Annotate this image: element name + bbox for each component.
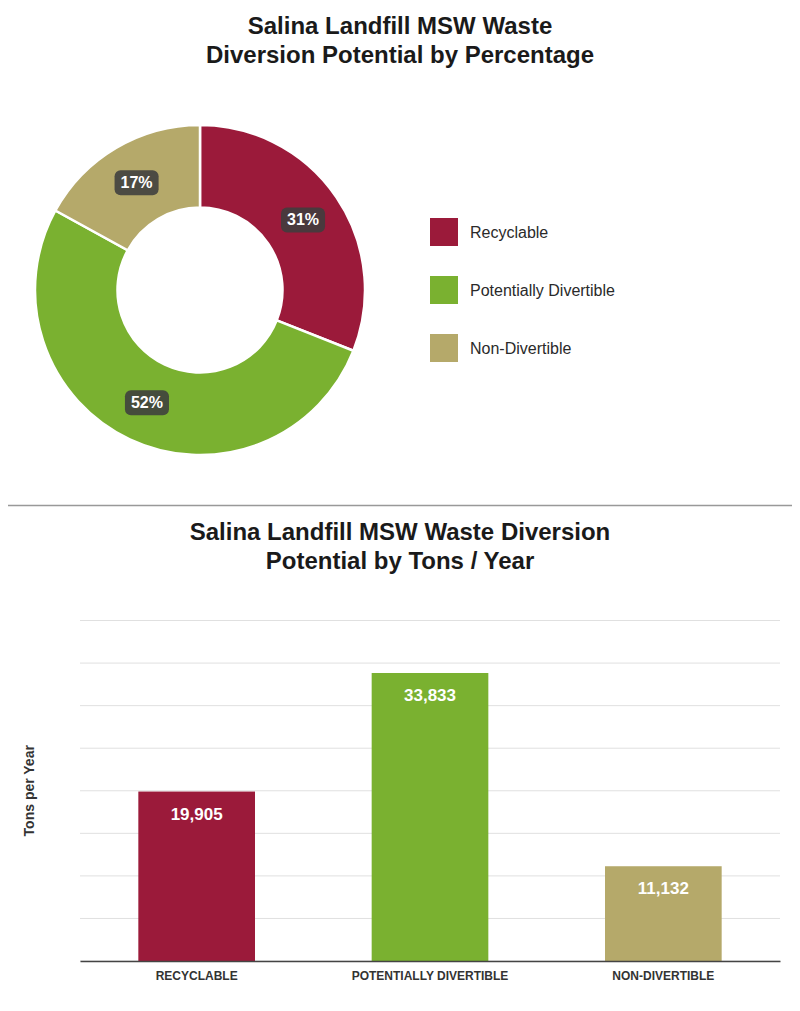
data-labels: 19,905 33,833 11,132 <box>171 686 689 898</box>
data-label-box <box>125 390 169 415</box>
legend: Recyclable Potentially Divertible Non-Dive… <box>430 218 615 362</box>
title: Salina Landfill MSW WasteDiversion Poten… <box>206 12 594 68</box>
data-label: 19,905 <box>171 805 223 824</box>
title-line: Diversion Potential by Percentage <box>206 41 594 68</box>
panel: Salina Landfill MSW WasteDiversion Poten… <box>35 12 615 455</box>
pie: 31% 52% 17% <box>35 125 365 455</box>
data-label-box <box>115 170 159 195</box>
divider <box>8 505 792 507</box>
chart-page: Salina Landfill MSW WasteDiversion Poten… <box>0 0 800 1011</box>
x-tick-label: NON-DIVERTIBLE <box>612 969 714 983</box>
x-tick: RECYCLABLE <box>156 969 238 983</box>
title-line: Salina Landfill MSW Waste Diversion <box>190 518 611 545</box>
data-label-group: 31% <box>281 207 325 232</box>
legend-entry: Recyclable <box>470 224 548 241</box>
pie-slice <box>200 125 365 351</box>
x-axis-line <box>81 961 781 963</box>
legend-swatch <box>430 218 458 246</box>
data-label-group: 17% <box>115 170 159 195</box>
title-line: Salina Landfill MSW Waste <box>248 12 552 39</box>
panel: Salina Landfill MSW Waste DiversionPoten… <box>21 518 781 983</box>
legend-entry: Non-Divertible <box>470 340 571 357</box>
x-tick-label: POTENTIALLY DIVERTIBLE <box>352 969 509 983</box>
x-tick: POTENTIALLY DIVERTIBLE <box>352 969 509 983</box>
data-label: 17% <box>121 174 153 191</box>
data-label-group: 52% <box>125 390 169 415</box>
legend-entry: Potentially Divertible <box>470 282 615 299</box>
data-label: 33,833 <box>404 686 456 705</box>
bars <box>138 673 721 961</box>
title-line: Potential by Tons / Year <box>266 547 535 574</box>
legend-swatch <box>430 334 458 362</box>
data-label-box <box>281 207 325 232</box>
y-axis-title: Tons per Year <box>21 745 37 837</box>
title: Salina Landfill MSW Waste DiversionPoten… <box>190 518 611 574</box>
bar <box>605 866 722 961</box>
x-tick: NON-DIVERTIBLE <box>612 969 714 983</box>
data-label: 11,132 <box>638 879 689 898</box>
data-label: 31% <box>287 211 319 228</box>
x-tick-label: RECYCLABLE <box>156 969 238 983</box>
x-axis: RECYCLABLE POTENTIALLY DIVERTIBLE NON-DIVE… <box>81 962 781 983</box>
legend-swatch <box>430 276 458 304</box>
grid-line <box>80 663 780 664</box>
pie-slice <box>55 125 200 250</box>
pie-slice <box>35 211 353 455</box>
data-label: 52% <box>131 394 163 411</box>
plot-area: RECYCLABLE POTENTIALLY DIVERTIBLE NON-DIVE… <box>80 621 781 983</box>
bar <box>372 673 489 961</box>
grid-line <box>80 620 780 621</box>
bar <box>138 792 255 961</box>
grid <box>80 621 780 962</box>
